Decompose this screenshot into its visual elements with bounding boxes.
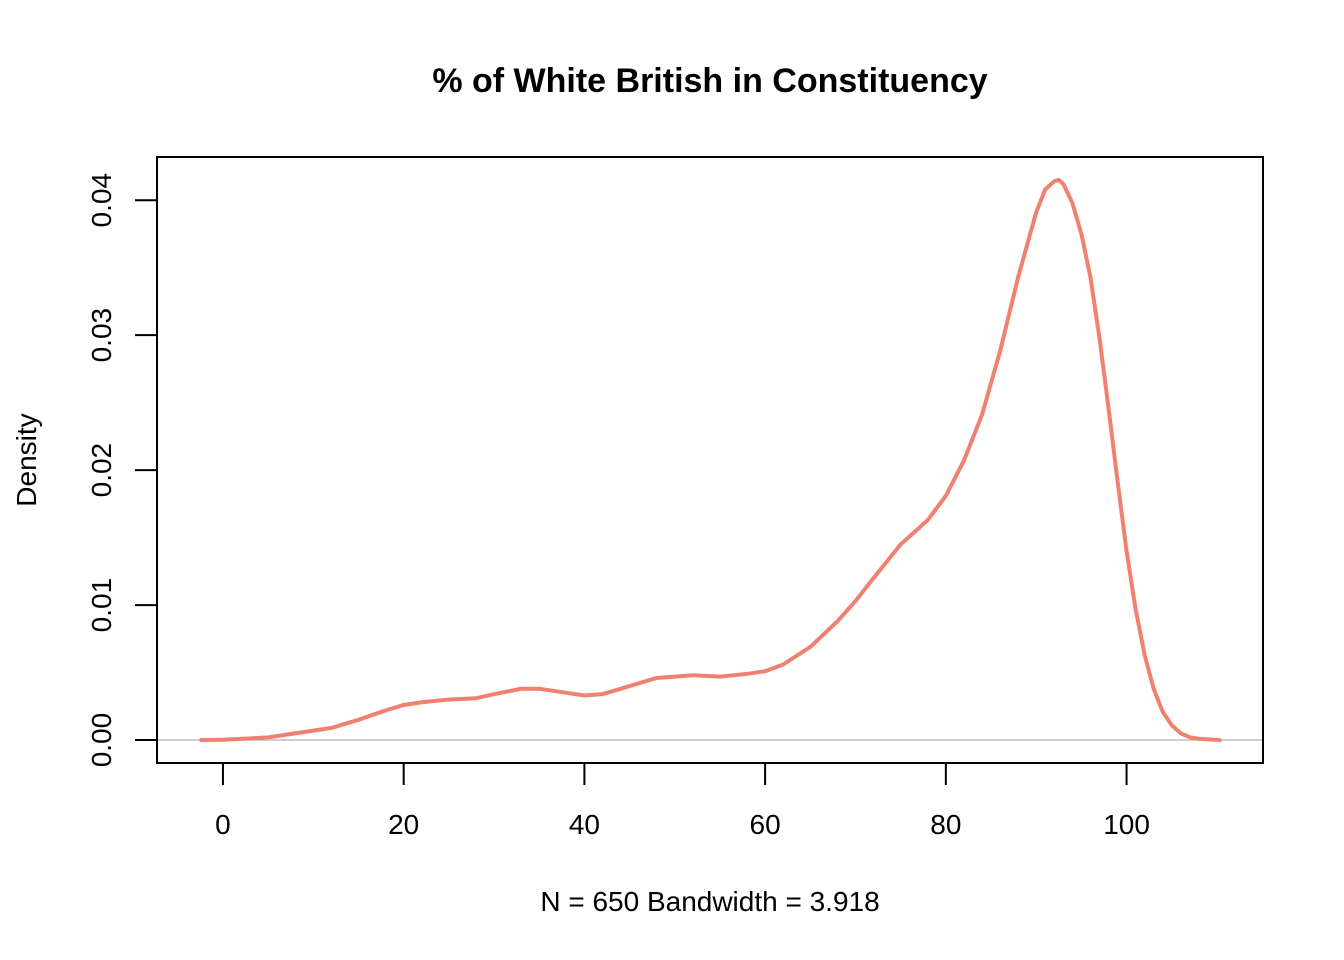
x-tick-label: 80 — [930, 809, 961, 840]
x-axis-label: N = 650 Bandwidth = 3.918 — [540, 886, 879, 917]
density-curve — [199, 177, 1222, 743]
chart-title: % of White British in Constituency — [432, 62, 987, 100]
x-axis: 0 20 40 60 80 100 — [215, 762, 1150, 840]
y-tick-label: 0.04 — [86, 173, 117, 228]
y-axis-label: Density — [11, 413, 42, 506]
y-tick-label: 0.00 — [86, 713, 117, 768]
y-tick-label: 0.03 — [86, 308, 117, 363]
x-tick-label: 100 — [1103, 809, 1150, 840]
x-tick-label: 40 — [569, 809, 600, 840]
plot-frame — [156, 156, 1264, 764]
x-tick-label: 60 — [750, 809, 781, 840]
x-tick-label: 0 — [215, 809, 231, 840]
y-axis: 0.00 0.01 0.02 0.03 0.04 — [86, 173, 158, 768]
y-tick-label: 0.02 — [86, 443, 117, 498]
x-tick-label: 20 — [388, 809, 419, 840]
y-tick-label: 0.01 — [86, 578, 117, 633]
